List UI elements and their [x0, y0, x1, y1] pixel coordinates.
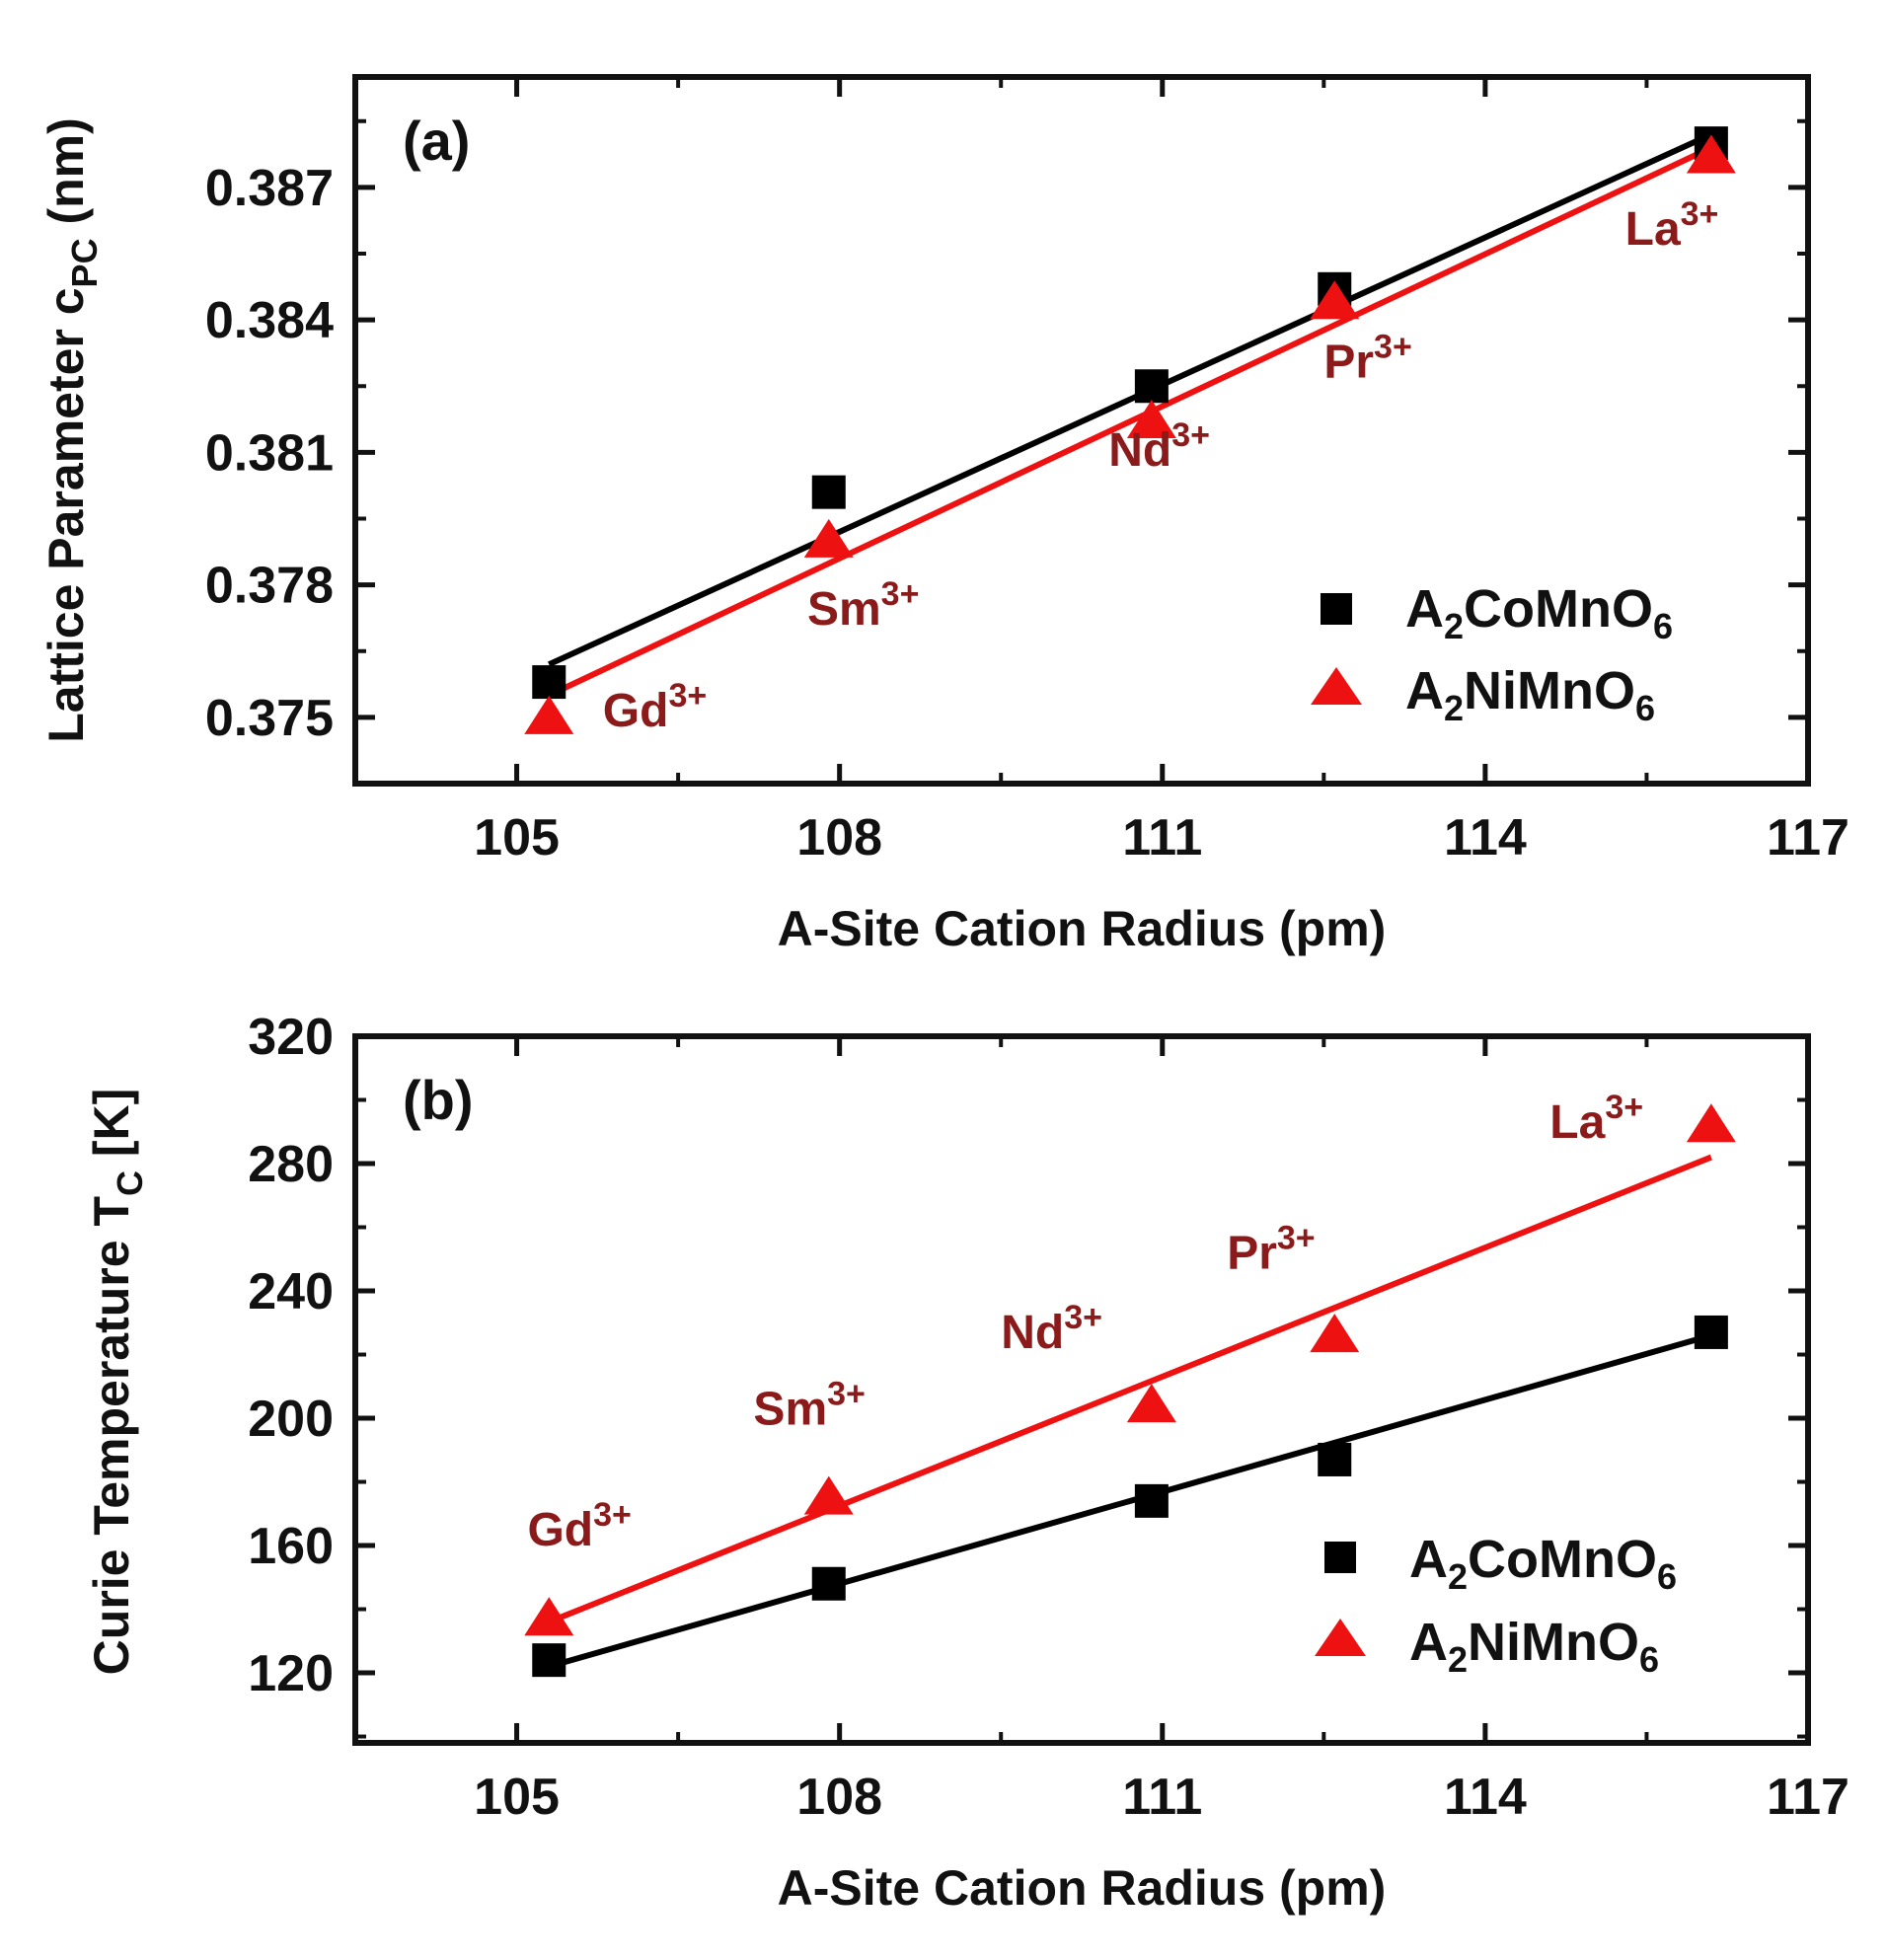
panel-a-frame [352, 74, 1811, 787]
panel-a: 105 108 111 114 117 0.375 0.378 0.381 0.384 0.387… [38, 74, 1849, 956]
x-tick-label: 105 [474, 809, 560, 867]
y-tick-label: 0.384 [205, 292, 334, 349]
co-fit-line [548, 131, 1713, 667]
co-fit-line [548, 1332, 1712, 1670]
panel-b-legend-triangle-marker [1315, 1619, 1366, 1656]
panel-b-x-axis-title: A-Site Cation Radius (pm) [778, 1860, 1387, 1916]
ion-label: La3+ [1549, 1089, 1643, 1149]
ion-label: Sm3+ [807, 575, 919, 636]
ion-label: La3+ [1625, 195, 1719, 256]
panel-a-label: (a) [403, 110, 470, 172]
panel-a-y-axis-title: Lattice Parameter cPC (nm) [38, 117, 105, 743]
y-tick-label: 240 [248, 1263, 334, 1320]
panel-b: 105 108 111 114 117 120 160 200 240 280 320 Gd3+ Sm… [84, 1009, 1849, 1916]
ion-label: Nd3+ [1108, 416, 1210, 477]
ni-data-point [803, 518, 854, 558]
ni-fit-line [547, 144, 1713, 699]
panel-b-ticks: 105 108 111 114 117 120 160 200 240 280 320 [248, 1009, 1849, 1826]
y-tick-label: 120 [248, 1645, 334, 1702]
y-tick-label: 160 [248, 1518, 334, 1575]
x-tick-label: 108 [796, 809, 882, 867]
ni-fit-line [548, 1154, 1712, 1625]
ion-label: Gd3+ [603, 677, 707, 737]
y-tick-label: 200 [248, 1391, 334, 1448]
ni-data-point [524, 1597, 574, 1636]
co-data-point [811, 475, 846, 509]
panel-a-legend-entry-ni: A2NiMnO6 [1405, 661, 1655, 728]
panel-a-markers [524, 126, 1736, 734]
x-tick-label: 117 [1767, 1769, 1849, 1826]
co-data-point [1318, 1442, 1352, 1476]
panel-a-fit-lines [547, 131, 1713, 699]
panel-a-legend-entry-co: A2CoMnO6 [1405, 579, 1673, 646]
co-data-point [532, 665, 566, 700]
panel-b-legend-square-marker [1324, 1542, 1356, 1573]
panel-a-legend: A2CoMnO6 A2NiMnO6 [1311, 579, 1673, 728]
panel-a-ion-labels: Gd3+ Sm3+ Nd3+ Pr3+ La3+ [603, 195, 1719, 737]
panel-a-legend-triangle-marker [1311, 667, 1362, 705]
co-data-point [811, 1566, 846, 1601]
panel-a-legend-square-marker [1321, 593, 1352, 625]
ion-label: Pr3+ [1323, 328, 1411, 388]
co-data-point [1694, 1315, 1728, 1349]
co-data-point [1134, 1483, 1169, 1518]
x-tick-label: 111 [1122, 1769, 1202, 1826]
panel-a-x-axis-title: A-Site Cation Radius (pm) [778, 901, 1387, 956]
panel-b-label: (b) [403, 1069, 474, 1131]
ni-data-point [1686, 1103, 1736, 1143]
ion-label: Nd3+ [1001, 1299, 1102, 1359]
ni-data-point [803, 1475, 854, 1515]
co-data-point [532, 1643, 566, 1678]
y-tick-label: 0.378 [205, 558, 334, 615]
panel-b-markers [524, 1103, 1736, 1678]
x-tick-label: 114 [1444, 809, 1527, 867]
ni-data-point [1310, 1314, 1360, 1353]
y-tick-label: 320 [248, 1009, 334, 1066]
panel-b-y-axis-title: Curie Temperature TC [K] [84, 1089, 150, 1676]
panel-b-frame [352, 1033, 1811, 1746]
ni-data-point [524, 695, 574, 734]
y-tick-label: 0.375 [205, 690, 334, 747]
ion-label: Sm3+ [753, 1375, 865, 1435]
x-tick-label: 114 [1444, 1769, 1527, 1826]
panel-b-ion-labels: Gd3+ Sm3+ Nd3+ Pr3+ La3+ [527, 1089, 1643, 1556]
x-tick-label: 117 [1767, 809, 1849, 867]
panel-b-legend: A2CoMnO6 A2NiMnO6 [1315, 1530, 1677, 1680]
y-tick-label: 0.387 [205, 160, 334, 217]
panel-b-legend-entry-co: A2CoMnO6 [1409, 1530, 1677, 1597]
ni-data-point [1126, 400, 1176, 439]
x-tick-label: 108 [796, 1769, 882, 1826]
panel-a-ticks: 105 108 111 114 117 0.375 0.378 0.381 0.384 0.387 [205, 77, 1849, 867]
x-tick-label: 111 [1122, 809, 1202, 867]
ion-label: Gd3+ [527, 1496, 631, 1556]
y-tick-label: 0.381 [205, 424, 334, 482]
ni-data-point [1686, 134, 1736, 174]
ni-data-point [1310, 280, 1360, 320]
panel-b-fit-lines [548, 1154, 1712, 1670]
ion-label: Pr3+ [1227, 1219, 1315, 1279]
panel-b-legend-entry-ni: A2NiMnO6 [1409, 1613, 1659, 1680]
x-tick-label: 105 [474, 1769, 560, 1826]
co-data-point [1134, 369, 1169, 404]
y-tick-label: 280 [248, 1136, 334, 1193]
ni-data-point [1126, 1384, 1176, 1423]
